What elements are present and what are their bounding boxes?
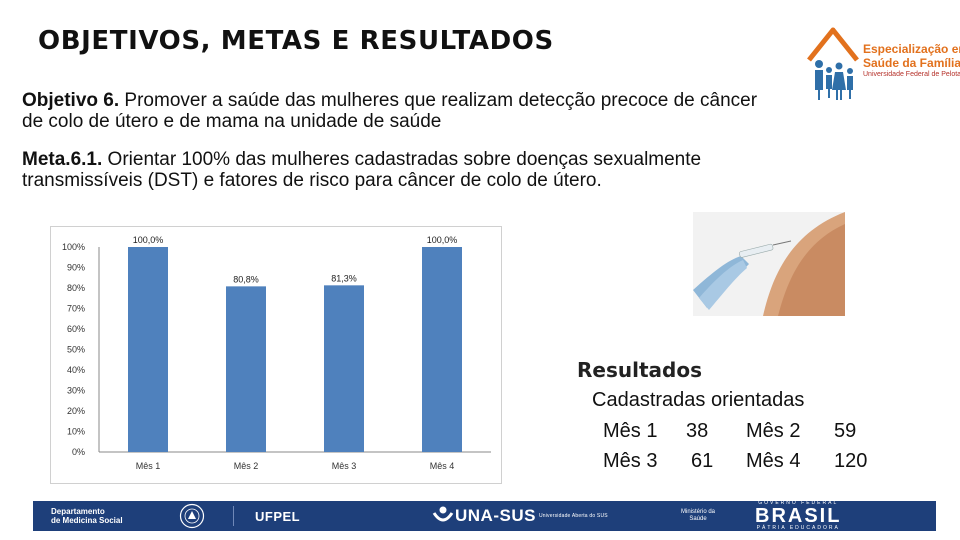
result-month-3-label: Mês 3 (603, 450, 658, 472)
brasil-logo: GOVERNO FEDERAL BRASIL PÁTRIA EDUCADORA (755, 501, 841, 531)
brasil-bottom: PÁTRIA EDUCADORA (756, 525, 840, 531)
ministry-line-2: Saúde (689, 516, 707, 522)
unasus-logo: UNA-SUS Universidade Aberta do SUS (431, 501, 608, 531)
x-tick-label: Mês 2 (234, 461, 259, 471)
unasus-subtitle: Universidade Aberta do SUS (538, 513, 608, 519)
institutional-footer: Departamento de Medicina Social UFPEL UN… (33, 501, 936, 531)
result-month-4-value: 120 (834, 450, 868, 472)
goal-text: Orientar 100% das mulheres cadastradas s… (22, 149, 702, 191)
y-tick-label: 10% (67, 427, 85, 437)
objective-text: Promover a saúde das mulheres que realiz… (22, 90, 758, 132)
bar-chart-svg: 0% 10% 20% 30% 40% 50% 60% 70% 80% 90% 100% 100,0% M… (62, 235, 491, 471)
logo-line-2: Saúde da Família (863, 56, 960, 70)
y-tick-label: 60% (67, 324, 85, 334)
data-label: 81,3% (331, 273, 357, 283)
objective-paragraph: Objetivo 6. Promover a saúde das mulhere… (22, 90, 762, 132)
y-tick-label: 40% (67, 365, 85, 375)
injection-photo (693, 212, 845, 316)
unasus-name: UNA-SUS (455, 506, 536, 525)
brasil-top: GOVERNO FEDERAL (758, 500, 839, 506)
y-tick-label: 50% (67, 345, 85, 355)
bar-chart: 0% 10% 20% 30% 40% 50% 60% 70% 80% 90% 100% 100,0% M… (50, 226, 502, 484)
result-month-1-value: 38 (686, 420, 709, 442)
goal-label: Meta.6.1. (22, 149, 103, 170)
logo-line-3: Universidade Federal de Pelotas (863, 71, 960, 78)
goal-paragraph: Meta.6.1. Orientar 100% das mulheres cad… (22, 149, 762, 191)
y-tick-label: 90% (67, 263, 85, 273)
x-tick-label: Mês 4 (430, 461, 455, 471)
brasil-name: BRASIL (755, 505, 842, 527)
data-label: 100,0% (427, 235, 458, 245)
bar (422, 247, 462, 452)
logo-line-1: Especialização em (863, 42, 960, 56)
result-month-1-label: Mês 1 (603, 420, 658, 442)
page-title: OBJETIVOS, METAS E RESULTADOS (38, 26, 554, 56)
y-tick-label: 80% (67, 283, 85, 293)
result-month-3-value: 61 (691, 450, 714, 472)
bar (128, 247, 168, 452)
y-tick-label: 70% (67, 304, 85, 314)
y-tick-label: 100% (62, 242, 85, 252)
y-tick-label: 0% (72, 447, 85, 457)
ministry-line-1: Ministério da (681, 509, 716, 515)
x-tick-label: Mês 3 (332, 461, 357, 471)
bar (226, 286, 266, 452)
family-house-icon (807, 27, 859, 100)
objective-label: Objetivo 6. (22, 90, 120, 111)
department-line-1: Departamento (51, 507, 105, 516)
unasus-icon (432, 506, 454, 522)
footer-divider (233, 506, 234, 526)
department-logo: Departamento de Medicina Social (51, 501, 123, 531)
ufpel-logo: UFPEL (255, 508, 301, 524)
y-tick-label: 30% (67, 386, 85, 396)
specialization-logo: Especialização em Saúde da Família Unive… (805, 22, 960, 104)
results-subtitle: Cadastradas orientadas (592, 389, 805, 411)
y-tick-label: 20% (67, 406, 85, 416)
department-line-2: de Medicina Social (51, 516, 123, 525)
results-title: Resultados (577, 358, 702, 382)
result-month-4-label: Mês 4 (746, 450, 801, 472)
result-month-2-label: Mês 2 (746, 420, 801, 442)
ufpel-seal-icon (179, 501, 205, 531)
data-label: 80,8% (233, 274, 259, 284)
result-month-2-value: 59 (834, 420, 857, 442)
ministry-logo: Ministério da Saúde (681, 501, 715, 531)
bar (324, 285, 364, 452)
x-tick-label: Mês 1 (136, 461, 161, 471)
data-label: 100,0% (133, 235, 164, 245)
